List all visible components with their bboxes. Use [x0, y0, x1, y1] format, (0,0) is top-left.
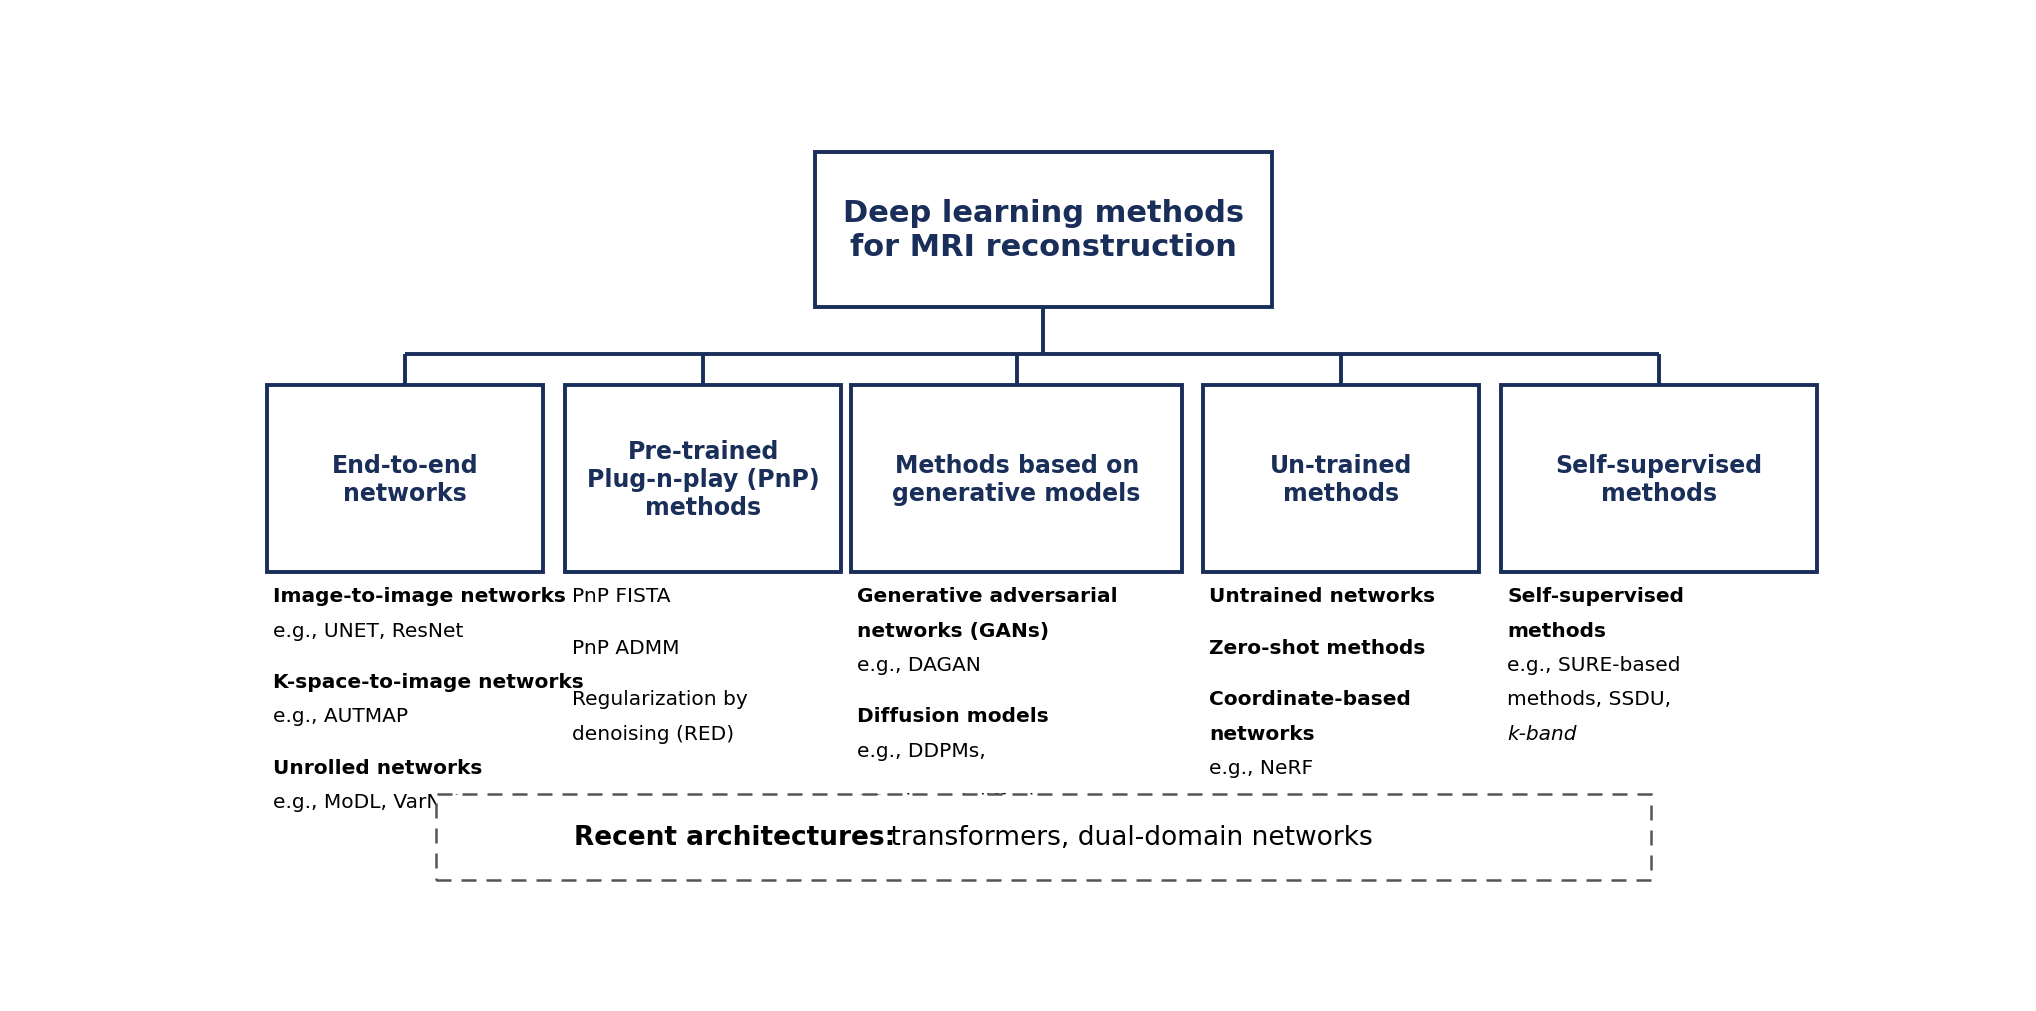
- FancyBboxPatch shape: [267, 386, 544, 573]
- Text: e.g., DAGAN: e.g., DAGAN: [857, 655, 981, 674]
- Text: denoising (RED): denoising (RED): [572, 724, 733, 743]
- Text: Image-to-image networks: Image-to-image networks: [273, 586, 566, 606]
- FancyBboxPatch shape: [814, 153, 1272, 308]
- Text: Self-supervised
methods: Self-supervised methods: [1556, 454, 1763, 506]
- Text: Deep learning methods
for MRI reconstruction: Deep learning methods for MRI reconstruc…: [843, 199, 1244, 262]
- FancyBboxPatch shape: [851, 386, 1183, 573]
- Text: Coordinate-based: Coordinate-based: [1209, 690, 1411, 709]
- Text: networks (GANs): networks (GANs): [857, 621, 1049, 640]
- Text: Un-trained
methods: Un-trained methods: [1270, 454, 1413, 506]
- Text: networks: networks: [1209, 724, 1315, 743]
- Text: e.g., UNET, ResNet: e.g., UNET, ResNet: [273, 621, 464, 640]
- Text: End-to-end
networks: End-to-end networks: [332, 454, 478, 506]
- Text: e.g., SURE-based: e.g., SURE-based: [1507, 655, 1682, 674]
- FancyBboxPatch shape: [566, 386, 841, 573]
- FancyBboxPatch shape: [436, 795, 1651, 881]
- Text: methods, SSDU,: methods, SSDU,: [1507, 690, 1672, 709]
- Text: k-band: k-band: [1507, 724, 1576, 743]
- Text: Untrained networks: Untrained networks: [1209, 586, 1435, 606]
- Text: e.g., MoDL, VarNet: e.g., MoDL, VarNet: [273, 793, 462, 812]
- Text: K-space-to-image networks: K-space-to-image networks: [273, 672, 584, 692]
- Text: methods: methods: [1507, 621, 1606, 640]
- Text: e.g., NeRF: e.g., NeRF: [1209, 758, 1313, 777]
- Text: e.g., DDPMs,: e.g., DDPMs,: [857, 741, 985, 760]
- Text: SDE-based diffusion: SDE-based diffusion: [857, 793, 1061, 812]
- Text: Generative adversarial: Generative adversarial: [857, 586, 1118, 606]
- Text: models: models: [857, 827, 930, 845]
- Text: PnP FISTA: PnP FISTA: [572, 586, 670, 606]
- Text: Regularization by: Regularization by: [572, 690, 747, 709]
- Text: Methods based on
generative models: Methods based on generative models: [892, 454, 1140, 506]
- Text: Unrolled networks: Unrolled networks: [273, 758, 483, 777]
- Text: transformers, dual-domain networks: transformers, dual-domain networks: [882, 825, 1372, 850]
- FancyBboxPatch shape: [1501, 386, 1816, 573]
- Text: PnP ADMM: PnP ADMM: [572, 638, 680, 657]
- Text: Zero-shot methods: Zero-shot methods: [1209, 638, 1425, 657]
- Text: e.g., AUTMAP: e.g., AUTMAP: [273, 707, 409, 726]
- Text: Self-supervised: Self-supervised: [1507, 586, 1684, 606]
- Text: Recent architectures:: Recent architectures:: [574, 825, 896, 850]
- FancyBboxPatch shape: [1203, 386, 1478, 573]
- Text: Diffusion models: Diffusion models: [857, 707, 1049, 726]
- Text: Pre-trained
Plug-n-play (PnP)
methods: Pre-trained Plug-n-play (PnP) methods: [586, 440, 821, 520]
